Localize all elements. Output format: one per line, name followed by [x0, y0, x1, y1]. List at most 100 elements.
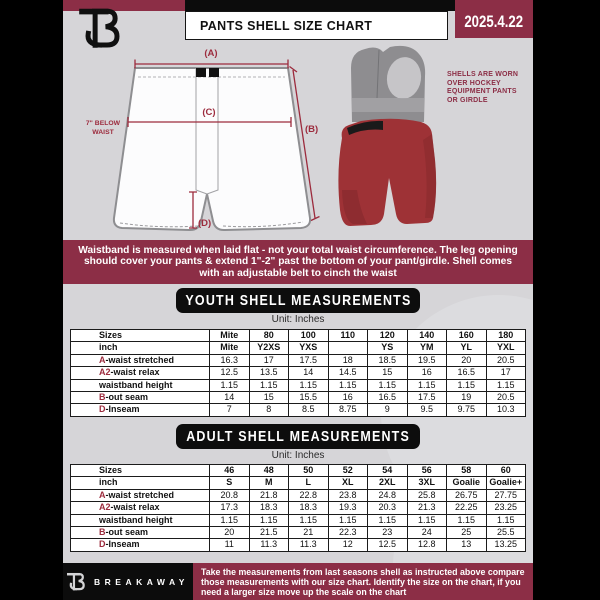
row-label: B-out seam — [70, 526, 210, 540]
table-cell: L — [288, 476, 329, 490]
row-label: waistband height — [70, 378, 210, 393]
belt-buckle-icon — [196, 68, 206, 77]
photo-note-line: SHELLS ARE WORN — [447, 71, 519, 78]
table-cell: 20 — [446, 353, 487, 368]
row-label: A2-waist relax — [70, 501, 210, 515]
notice-text: Waistband is measured when laid flat - n… — [78, 244, 518, 279]
photo-note-line: OVER HOCKEY — [447, 79, 501, 87]
table-row: Sizes Mite 80 100 110 120 140 160 180 — [70, 328, 526, 343]
table-cell: 24.8 — [367, 488, 408, 503]
table-row: inch S M L XL 2XL 3XL Goalie Goalie+ — [70, 476, 526, 490]
footer-note-box: Take the measurements from last seasons … — [193, 563, 533, 600]
table-cell: Y2XS — [248, 341, 289, 355]
table-cell: 21.5 — [248, 526, 289, 540]
table-cell: 1.15 — [209, 378, 250, 393]
table-cell: 1.15 — [485, 378, 526, 393]
table-cell: 9.5 — [406, 403, 447, 417]
table-cell: 16 — [406, 366, 447, 380]
youth-table: Sizes Mite 80 100 110 120 140 160 180 inch Mite Y2X… — [70, 328, 526, 417]
table-cell: 19.5 — [406, 353, 447, 368]
row-label: waistband height — [70, 513, 210, 528]
table-cell: 120 — [367, 328, 408, 343]
date-badge: 2025.4.22 — [455, 0, 533, 38]
table-cell: 18.3 — [288, 501, 329, 515]
table-cell: 160 — [446, 328, 487, 343]
table-cell: 1.15 — [327, 378, 368, 393]
table-cell: 25 — [446, 526, 487, 540]
table-cell: 21 — [288, 526, 329, 540]
table-cell: 56 — [406, 463, 447, 478]
table-row: B-out seam 20 21.5 21 22.3 23 24 25 25.5 — [70, 526, 526, 540]
table-cell: 9 — [367, 403, 408, 417]
table-row: D-Inseam 11 11.3 11.3 12 12.5 12.8 13 13.25 — [70, 538, 526, 552]
table-cell: 13.25 — [485, 538, 526, 552]
notice-banner: Waistband is measured when laid flat - n… — [63, 240, 533, 284]
row-label: D-Inseam — [70, 538, 210, 552]
table-cell: 25.5 — [485, 526, 526, 540]
brand-name: BREAKAWAY — [94, 576, 189, 587]
table-cell: 100 — [288, 328, 329, 343]
table-cell: 27.75 — [485, 488, 526, 503]
table-cell: 80 — [248, 328, 289, 343]
table-cell: 18.5 — [367, 353, 408, 368]
table-cell: 2XL — [367, 476, 408, 490]
table-cell: M — [248, 476, 289, 490]
table-cell: 20.3 — [367, 501, 408, 515]
table-row: A-waist stretched 16.3 17 17.5 18 18.5 19.5 20 2… — [70, 353, 526, 368]
table-cell: 15 — [367, 366, 408, 380]
table-cell: 3XL — [406, 476, 447, 490]
table-cell: 12.5 — [209, 366, 250, 380]
row-label: A-waist stretched — [70, 488, 210, 503]
table-row: inch Mite Y2XS YXS YS YM YL YXL — [70, 341, 526, 355]
table-cell: 11.3 — [288, 538, 329, 552]
row-label: A-waist stretched — [70, 353, 210, 368]
page-title-text: PANTS SHELL SIZE CHART — [200, 18, 373, 33]
table-cell: 1.15 — [288, 378, 329, 393]
table-cell: 1.15 — [406, 378, 447, 393]
table-cell: 19 — [446, 391, 487, 405]
table-cell: 1.15 — [446, 513, 487, 528]
shorts-outline — [112, 67, 312, 232]
table-cell: S — [209, 476, 250, 490]
top-maroon-strip — [63, 0, 185, 11]
table-cell: 110 — [327, 328, 368, 343]
page-title: PANTS SHELL SIZE CHART — [185, 11, 448, 40]
table-cell: 13 — [446, 538, 487, 552]
table-cell: 15 — [248, 391, 289, 405]
table-row: A2-waist relax 17.3 18.3 18.3 19.3 20.3 21.3 22… — [70, 501, 526, 515]
table-cell: 21.3 — [406, 501, 447, 515]
table-cell: 11.3 — [248, 538, 289, 552]
adult-section-header: ADULT SHELL MEASUREMENTS — [176, 424, 420, 449]
table-cell: 20.5 — [485, 353, 526, 368]
table-cell: 23 — [367, 526, 408, 540]
table-cell: 22.3 — [327, 526, 368, 540]
photo-note-line: OR GIRDLE — [447, 96, 488, 104]
table-cell: XL — [327, 476, 368, 490]
table-row: A2-waist relax 12.5 13.5 14 14.5 15 16 16.5 17 — [70, 366, 526, 380]
size-chart-page: PANTS SHELL SIZE CHART 2025.4.22 (A) (C)… — [63, 0, 533, 600]
table-cell: 14.5 — [327, 366, 368, 380]
top-black-strip — [185, 0, 455, 11]
table-cell: 8.5 — [288, 403, 329, 417]
adult-table: Sizes 46 48 50 52 54 56 58 60 inch S M L XL 2XL 3XL Goal… — [70, 463, 526, 552]
table-cell: Goalie+ — [485, 476, 526, 490]
adult-section-title: ADULT SHELL MEASUREMENTS — [186, 428, 410, 445]
table-cell: Goalie — [446, 476, 487, 490]
table-cell: 17.5 — [406, 391, 447, 405]
measure-label-d: (D) — [198, 218, 211, 229]
table-cell: 54 — [367, 463, 408, 478]
table-cell: YXL — [485, 341, 526, 355]
row-label: inch — [70, 341, 210, 355]
table-cell: YS — [367, 341, 408, 355]
table-cell: YM — [406, 341, 447, 355]
table-row: waistband height 1.15 1.15 1.15 1.15 1.15 1.15… — [70, 378, 526, 393]
table-cell: 17.3 — [209, 501, 250, 515]
table-cell: 16.3 — [209, 353, 250, 368]
row-label: A2-waist relax — [70, 366, 210, 380]
table-cell: 46 — [209, 463, 250, 478]
table-cell: 1.15 — [248, 513, 289, 528]
table-cell: 19.3 — [327, 501, 368, 515]
table-cell: 17 — [248, 353, 289, 368]
shell-photo — [338, 45, 437, 226]
waist-note-line1: 7" BELOW — [86, 120, 121, 127]
